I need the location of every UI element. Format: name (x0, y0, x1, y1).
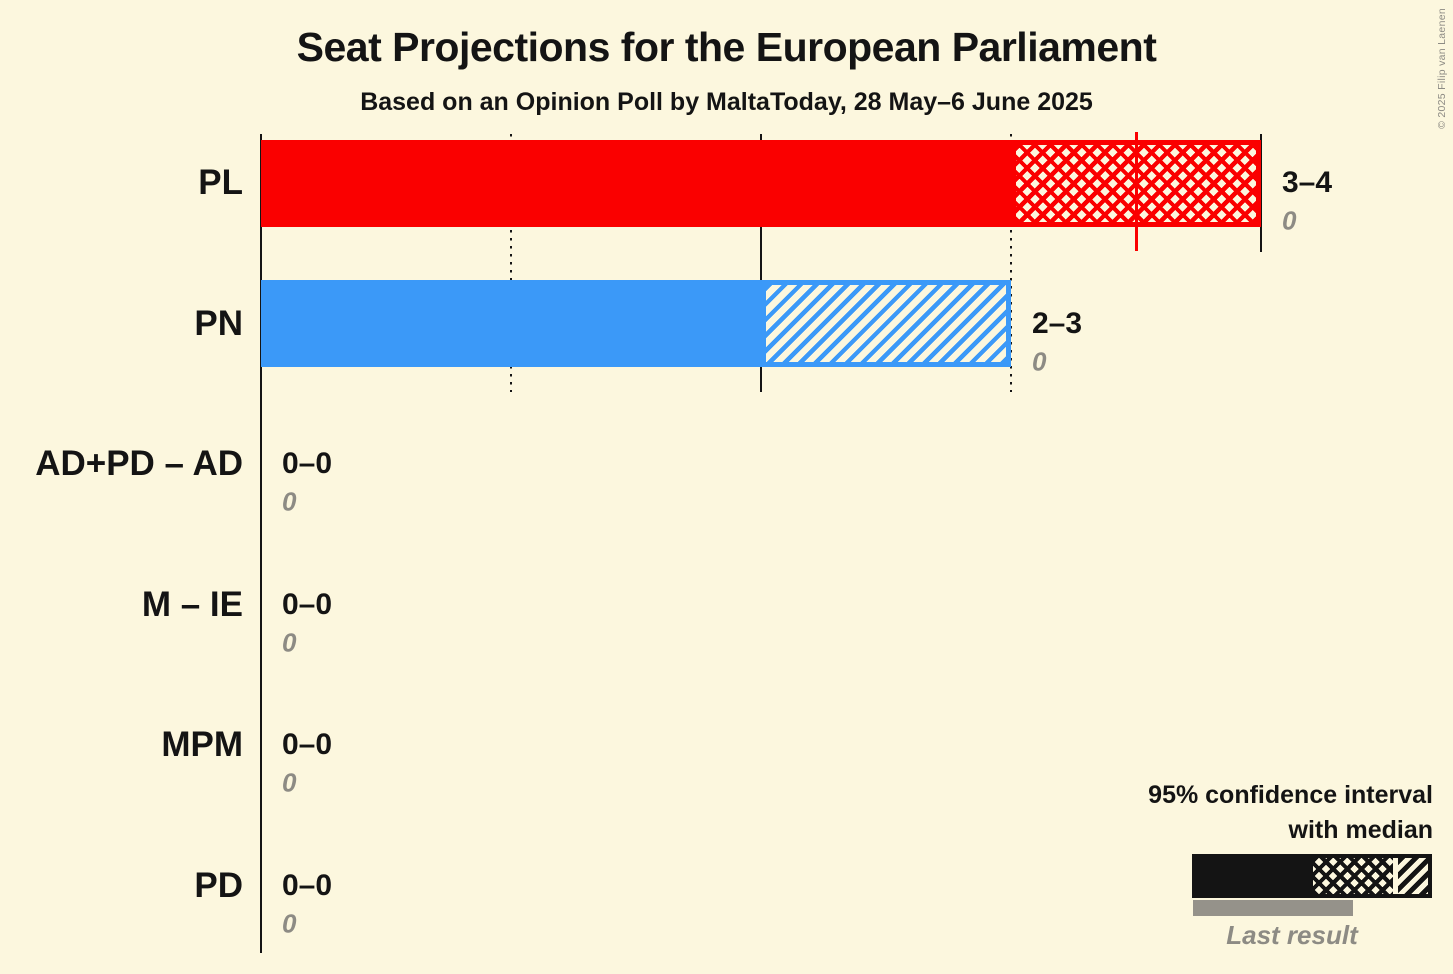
party-label: PN (194, 303, 243, 343)
legend-bar (1192, 854, 1432, 898)
ci-range-label: 3–4 (1282, 166, 1333, 199)
bar-solid (261, 280, 761, 367)
bar-solid (261, 139, 1011, 227)
legend-crosshatch-segment (1313, 858, 1393, 894)
bar-ci-hatch (761, 280, 1011, 367)
ci-range-label: 0–0 (282, 728, 333, 761)
legend-solid-segment (1196, 858, 1313, 894)
copyright-text: © 2025 Filip van Laenen (1436, 8, 1448, 129)
party-label: MPM (161, 725, 243, 764)
legend-last-result-bar (1193, 900, 1353, 916)
ci-range-label: 0–0 (282, 868, 333, 902)
median-line (1134, 131, 1138, 251)
last-result-value: 0 (282, 486, 297, 517)
party-label: M – IE (141, 584, 243, 624)
ci-range-label: 0–0 (282, 587, 333, 621)
last-result-value: 0 (282, 767, 297, 798)
last-result-value: 0 (1282, 205, 1297, 236)
gridline-1 (509, 134, 513, 392)
legend-median-line (1393, 858, 1398, 894)
legend-last-result-label: Last result (1226, 920, 1358, 950)
gridline-4 (1259, 134, 1263, 252)
y-axis (259, 134, 263, 953)
party-label: AD+PD – AD (35, 444, 243, 483)
party-label: PD (194, 865, 243, 905)
legend-diagonal-segment (1398, 858, 1428, 894)
legend-ci-line1: 95% confidence interval (1148, 781, 1433, 809)
last-result-value: 0 (282, 908, 297, 938)
gridline-2 (759, 134, 763, 392)
ci-range-label: 2–3 (1032, 306, 1083, 340)
legend-ci-text: 95% confidence interval with median (933, 778, 1433, 848)
legend-ci-line2: with median (1288, 816, 1433, 844)
ci-range-label: 0–0 (282, 447, 333, 480)
copyright-notice: © 2025 Filip van Laenen (1436, 8, 1450, 129)
last-result-value: 0 (282, 627, 297, 657)
gridline-3 (1009, 134, 1013, 392)
chart-subtitle: Based on an Opinion Poll by MaltaToday, … (360, 88, 1093, 116)
party-label: PL (198, 163, 243, 202)
chart-title: Seat Projections for the European Parlia… (296, 24, 1157, 70)
last-result-value: 0 (1032, 346, 1047, 376)
